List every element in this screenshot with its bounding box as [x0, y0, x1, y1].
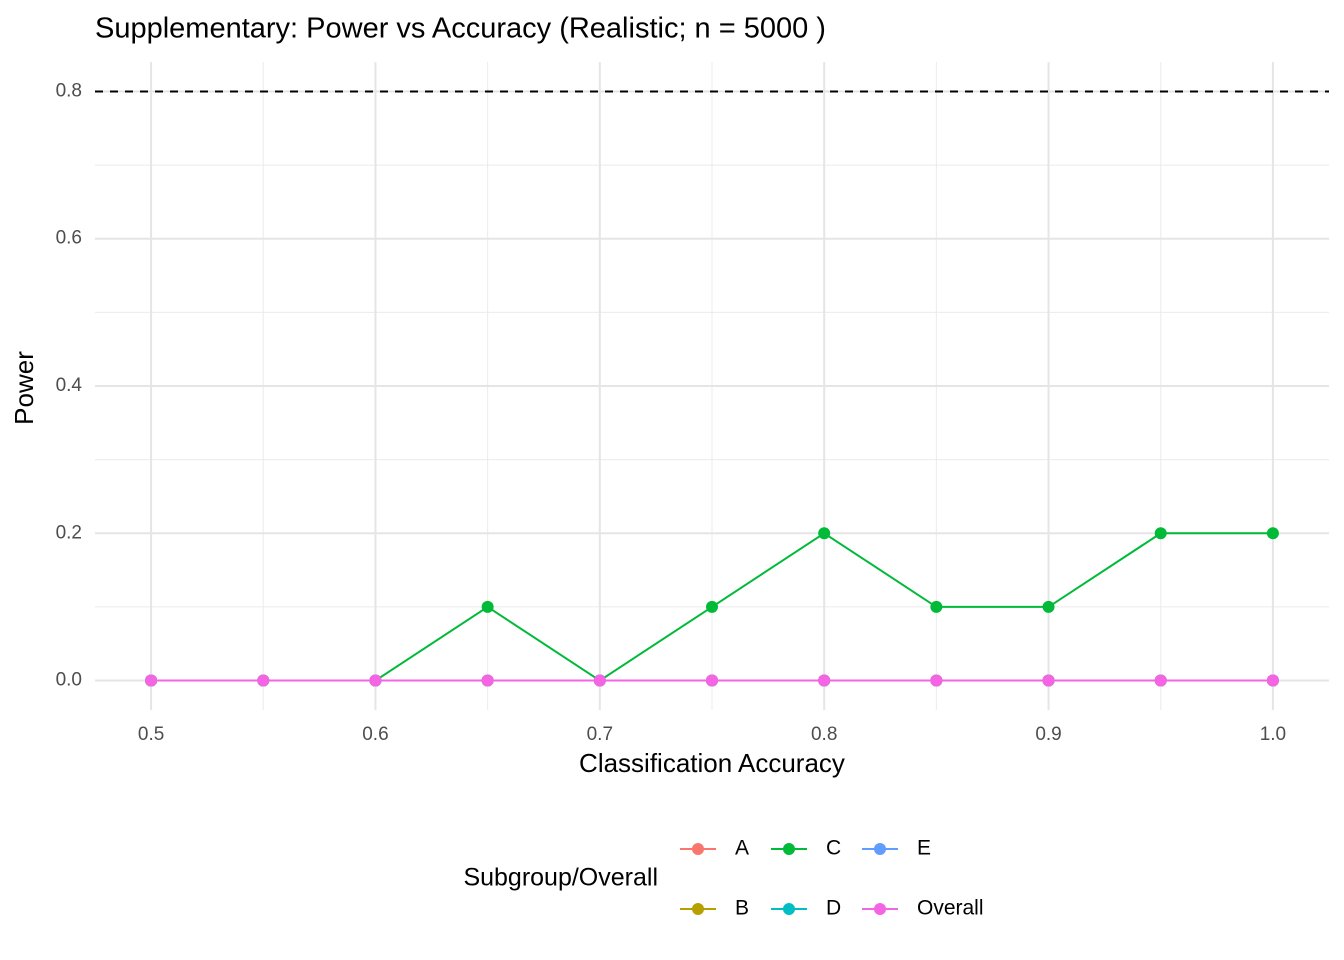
legend-title: Subgroup/Overall — [463, 864, 658, 892]
y-tick-label: 0.4 — [56, 375, 83, 396]
legend-label: D — [826, 897, 841, 920]
point — [145, 674, 158, 687]
point — [369, 674, 382, 687]
y-axis-title: Power — [9, 351, 39, 425]
x-tick-label: 0.9 — [1035, 724, 1061, 745]
legend-key-point — [783, 843, 795, 855]
y-tick-label: 0.2 — [56, 522, 82, 543]
point — [706, 600, 718, 613]
legend-key-point — [783, 903, 795, 915]
point — [1266, 527, 1279, 540]
y-tick-label: 0.6 — [56, 228, 82, 249]
x-tick-label: 1.0 — [1260, 724, 1286, 745]
point — [481, 600, 494, 613]
point — [593, 674, 606, 687]
legend-key-point — [874, 903, 886, 915]
legend-key-point — [692, 843, 704, 855]
y-tick-label: 0.8 — [56, 80, 82, 101]
legend-label: E — [917, 837, 931, 860]
point — [818, 674, 831, 687]
legend-key-point — [874, 843, 886, 855]
point — [930, 600, 943, 613]
x-tick-label: 0.8 — [811, 724, 837, 745]
point — [1042, 600, 1055, 613]
chart-title: Supplementary: Power vs Accuracy (Realis… — [95, 13, 826, 45]
point — [481, 674, 494, 687]
y-tick-label: 0.0 — [56, 670, 82, 691]
legend-label: B — [735, 897, 749, 920]
legend-label: Overall — [917, 897, 984, 920]
point — [1154, 527, 1167, 540]
point — [818, 527, 831, 540]
x-tick-label: 0.5 — [138, 724, 164, 745]
point — [257, 674, 270, 687]
x-tick-label: 0.6 — [362, 724, 388, 745]
legend-key-point — [692, 903, 704, 915]
point — [1266, 674, 1279, 687]
x-tick-label: 0.7 — [587, 724, 613, 745]
point — [1154, 674, 1167, 687]
point — [1042, 674, 1055, 687]
point — [930, 674, 943, 687]
legend-label: C — [826, 837, 841, 860]
point — [706, 674, 718, 687]
x-axis-title: Classification Accuracy — [579, 748, 845, 778]
legend-label: A — [735, 837, 749, 860]
